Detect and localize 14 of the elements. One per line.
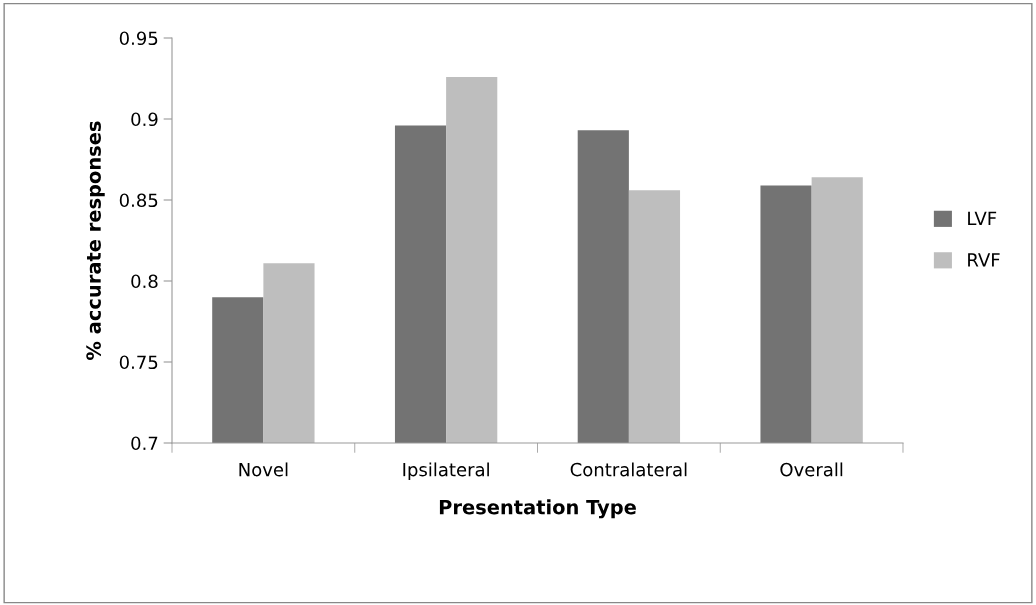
y-tick-label: 0.75 (119, 355, 158, 370)
y-tick-label: 0.95 (119, 31, 158, 46)
x-axis-title: Presentation Type (439, 499, 636, 519)
y-tick-label: 0.7 (131, 436, 158, 451)
y-tick-label: 0.85 (119, 193, 158, 208)
legend-label: RVF (968, 253, 1000, 267)
y-tick-label: 0.9 (131, 112, 158, 127)
y-tick-label: 0.8 (131, 274, 158, 289)
x-tick-label: Novel (239, 462, 288, 477)
x-tick-label: Contralateral (570, 462, 687, 477)
x-tick-label: Ipsilateral (403, 462, 489, 480)
x-tick-label: Overall (780, 462, 843, 477)
legend-label: LVF (968, 211, 997, 226)
y-axis-title: % accurate responses (86, 121, 105, 360)
